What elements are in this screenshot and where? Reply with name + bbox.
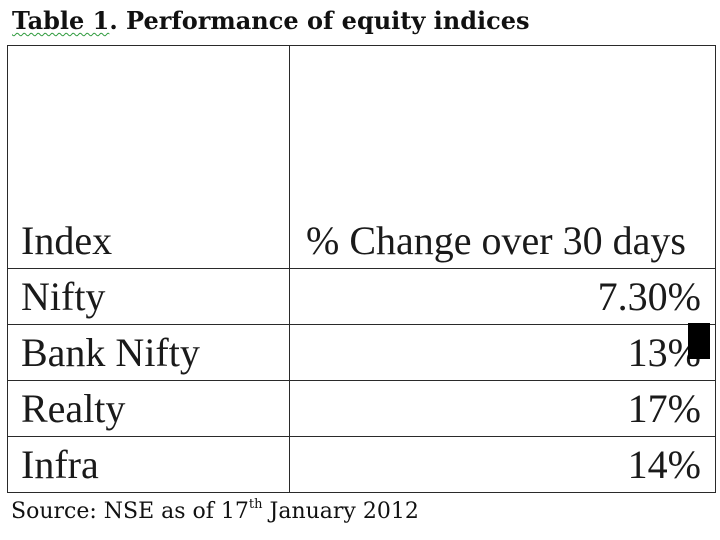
table-title-text: . Performance of equity indices (109, 6, 530, 35)
source-note: Source: NSE as of 17th January 2012 (11, 497, 419, 527)
table-title-number: Table 1 (12, 6, 110, 35)
performance-table: Index % Change over 30 days Nifty 7.30% … (7, 45, 716, 493)
header-index: Index (7, 45, 290, 269)
row-index-name: Nifty (7, 268, 290, 325)
source-date-text: January 2012 (262, 499, 419, 524)
source-text: Source: NSE as of 17 (11, 499, 249, 524)
table-row: Realty 17% (7, 380, 716, 437)
table-title: Table 1. Performance of equity indices (12, 6, 530, 36)
table-row: Infra 14% (7, 436, 716, 493)
source-ordinal-suffix: th (248, 497, 263, 512)
table-header-row: Index % Change over 30 days (7, 45, 716, 269)
row-index-name: Realty (7, 380, 290, 437)
black-marker (688, 323, 710, 359)
table-row: Nifty 7.30% (7, 268, 716, 325)
row-index-name: Bank Nifty (7, 324, 290, 381)
row-change-value: 14% (289, 436, 716, 493)
header-change: % Change over 30 days (289, 45, 716, 269)
row-change-value: 17% (289, 380, 716, 437)
row-index-name: Infra (7, 436, 290, 493)
row-change-value: 13% (289, 324, 716, 381)
table-row: Bank Nifty 13% (7, 324, 716, 381)
row-change-value: 7.30% (289, 268, 716, 325)
